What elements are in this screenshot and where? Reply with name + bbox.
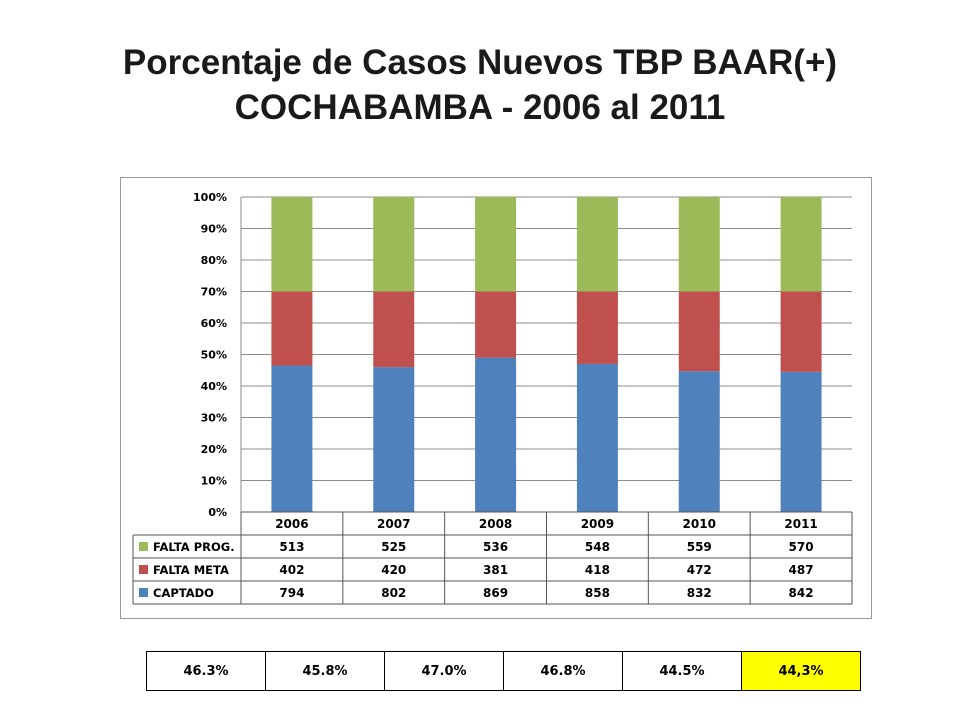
y-tick-label: 50%: [201, 349, 227, 362]
data-table-value: 570: [789, 540, 814, 554]
y-tick-label: 100%: [193, 191, 227, 204]
bar-captado-2007: [373, 367, 415, 512]
bar-falta-prog-2007: [373, 197, 415, 292]
bar-falta-meta-2006: [271, 291, 313, 366]
x-tick-label: 2006: [275, 517, 308, 531]
data-table-value: 802: [381, 586, 406, 600]
percent-cell-2006: 46.3%: [146, 651, 266, 691]
data-table-value: 525: [381, 540, 406, 554]
x-tick-label: 2011: [784, 517, 817, 531]
bar-falta-meta-2008: [475, 291, 517, 358]
bar-falta-meta-2007: [373, 291, 415, 368]
y-tick-label: 0%: [208, 506, 227, 519]
data-table-value: 381: [483, 563, 508, 577]
percent-cell-2008: 47.0%: [384, 651, 504, 691]
title-line-2: COCHABAMBA - 2006 al 2011: [234, 88, 726, 127]
data-table-value: 487: [789, 563, 814, 577]
data-table-value: 513: [279, 540, 304, 554]
legend-key: [139, 565, 148, 574]
data-table-value: 832: [687, 586, 712, 600]
bar-falta-meta-2009: [576, 291, 618, 364]
bar-captado-2011: [780, 371, 822, 512]
legend-label: CAPTADO: [153, 586, 214, 600]
percent-cell-2007: 45.8%: [265, 651, 385, 691]
y-tick-label: 70%: [201, 286, 227, 299]
percent-summary-row: 46.3% 45.8% 47.0% 46.8% 44.5% 44,3%: [146, 651, 861, 691]
data-table-value: 794: [279, 586, 304, 600]
bar-falta-meta-2010: [678, 291, 720, 372]
slide-title: Porcentaje de Casos Nuevos TBP BAAR(+) C…: [0, 40, 960, 130]
legend-label: FALTA PROG.: [153, 540, 235, 554]
bar-falta-prog-2009: [576, 197, 618, 292]
percent-cell-2011-highlighted: 44,3%: [741, 651, 861, 691]
y-tick-label: 60%: [201, 317, 227, 330]
bar-falta-prog-2006: [271, 197, 313, 292]
x-tick-label: 2010: [683, 517, 716, 531]
bar-falta-prog-2011: [780, 197, 822, 292]
bar-captado-2010: [678, 371, 720, 512]
bar-falta-prog-2010: [678, 197, 720, 292]
percent-cell-2009: 46.8%: [503, 651, 623, 691]
data-table-value: 418: [585, 563, 610, 577]
data-table-value: 548: [585, 540, 610, 554]
legend-label: FALTA META: [153, 563, 229, 577]
bar-captado-2009: [576, 363, 618, 512]
title-line-1: Porcentaje de Casos Nuevos TBP BAAR(+): [122, 43, 838, 82]
legend-key: [139, 588, 148, 597]
y-tick-label: 80%: [201, 254, 227, 267]
percent-summary-table: 46.3% 45.8% 47.0% 46.8% 44.5% 44,3%: [146, 651, 861, 691]
chart-canvas: 0% 10% 20% 30% 40% 50% 60% 70% 80% 90% 100% 2006 200…: [132, 191, 853, 605]
bar-captado-2008: [475, 357, 517, 512]
y-tick-label: 20%: [201, 443, 227, 456]
legend-key: [139, 542, 148, 551]
x-tick-label: 2007: [377, 517, 410, 531]
data-table-value: 842: [789, 586, 814, 600]
data-table-value: 420: [381, 563, 406, 577]
data-table-value: 472: [687, 563, 712, 577]
y-tick-label: 10%: [201, 475, 227, 488]
x-tick-label: 2008: [479, 517, 512, 531]
bar-captado-2006: [271, 365, 313, 512]
x-tick-label: 2009: [581, 517, 614, 531]
y-tick-label: 90%: [201, 223, 227, 236]
percent-cell-2010: 44.5%: [622, 651, 742, 691]
data-table-value: 858: [585, 586, 610, 600]
data-table-value: 402: [279, 563, 304, 577]
data-table-value: 869: [483, 586, 508, 600]
data-table-value: 559: [687, 540, 712, 554]
bar-falta-meta-2011: [780, 291, 822, 372]
y-tick-label: 40%: [201, 380, 227, 393]
y-tick-label: 30%: [201, 412, 227, 425]
data-table-value: 536: [483, 540, 508, 554]
bar-falta-prog-2008: [475, 197, 517, 292]
stacked-bar-chart: 0% 10% 20% 30% 40% 50% 60% 70% 80% 90% 100% 2006 200…: [120, 177, 872, 619]
